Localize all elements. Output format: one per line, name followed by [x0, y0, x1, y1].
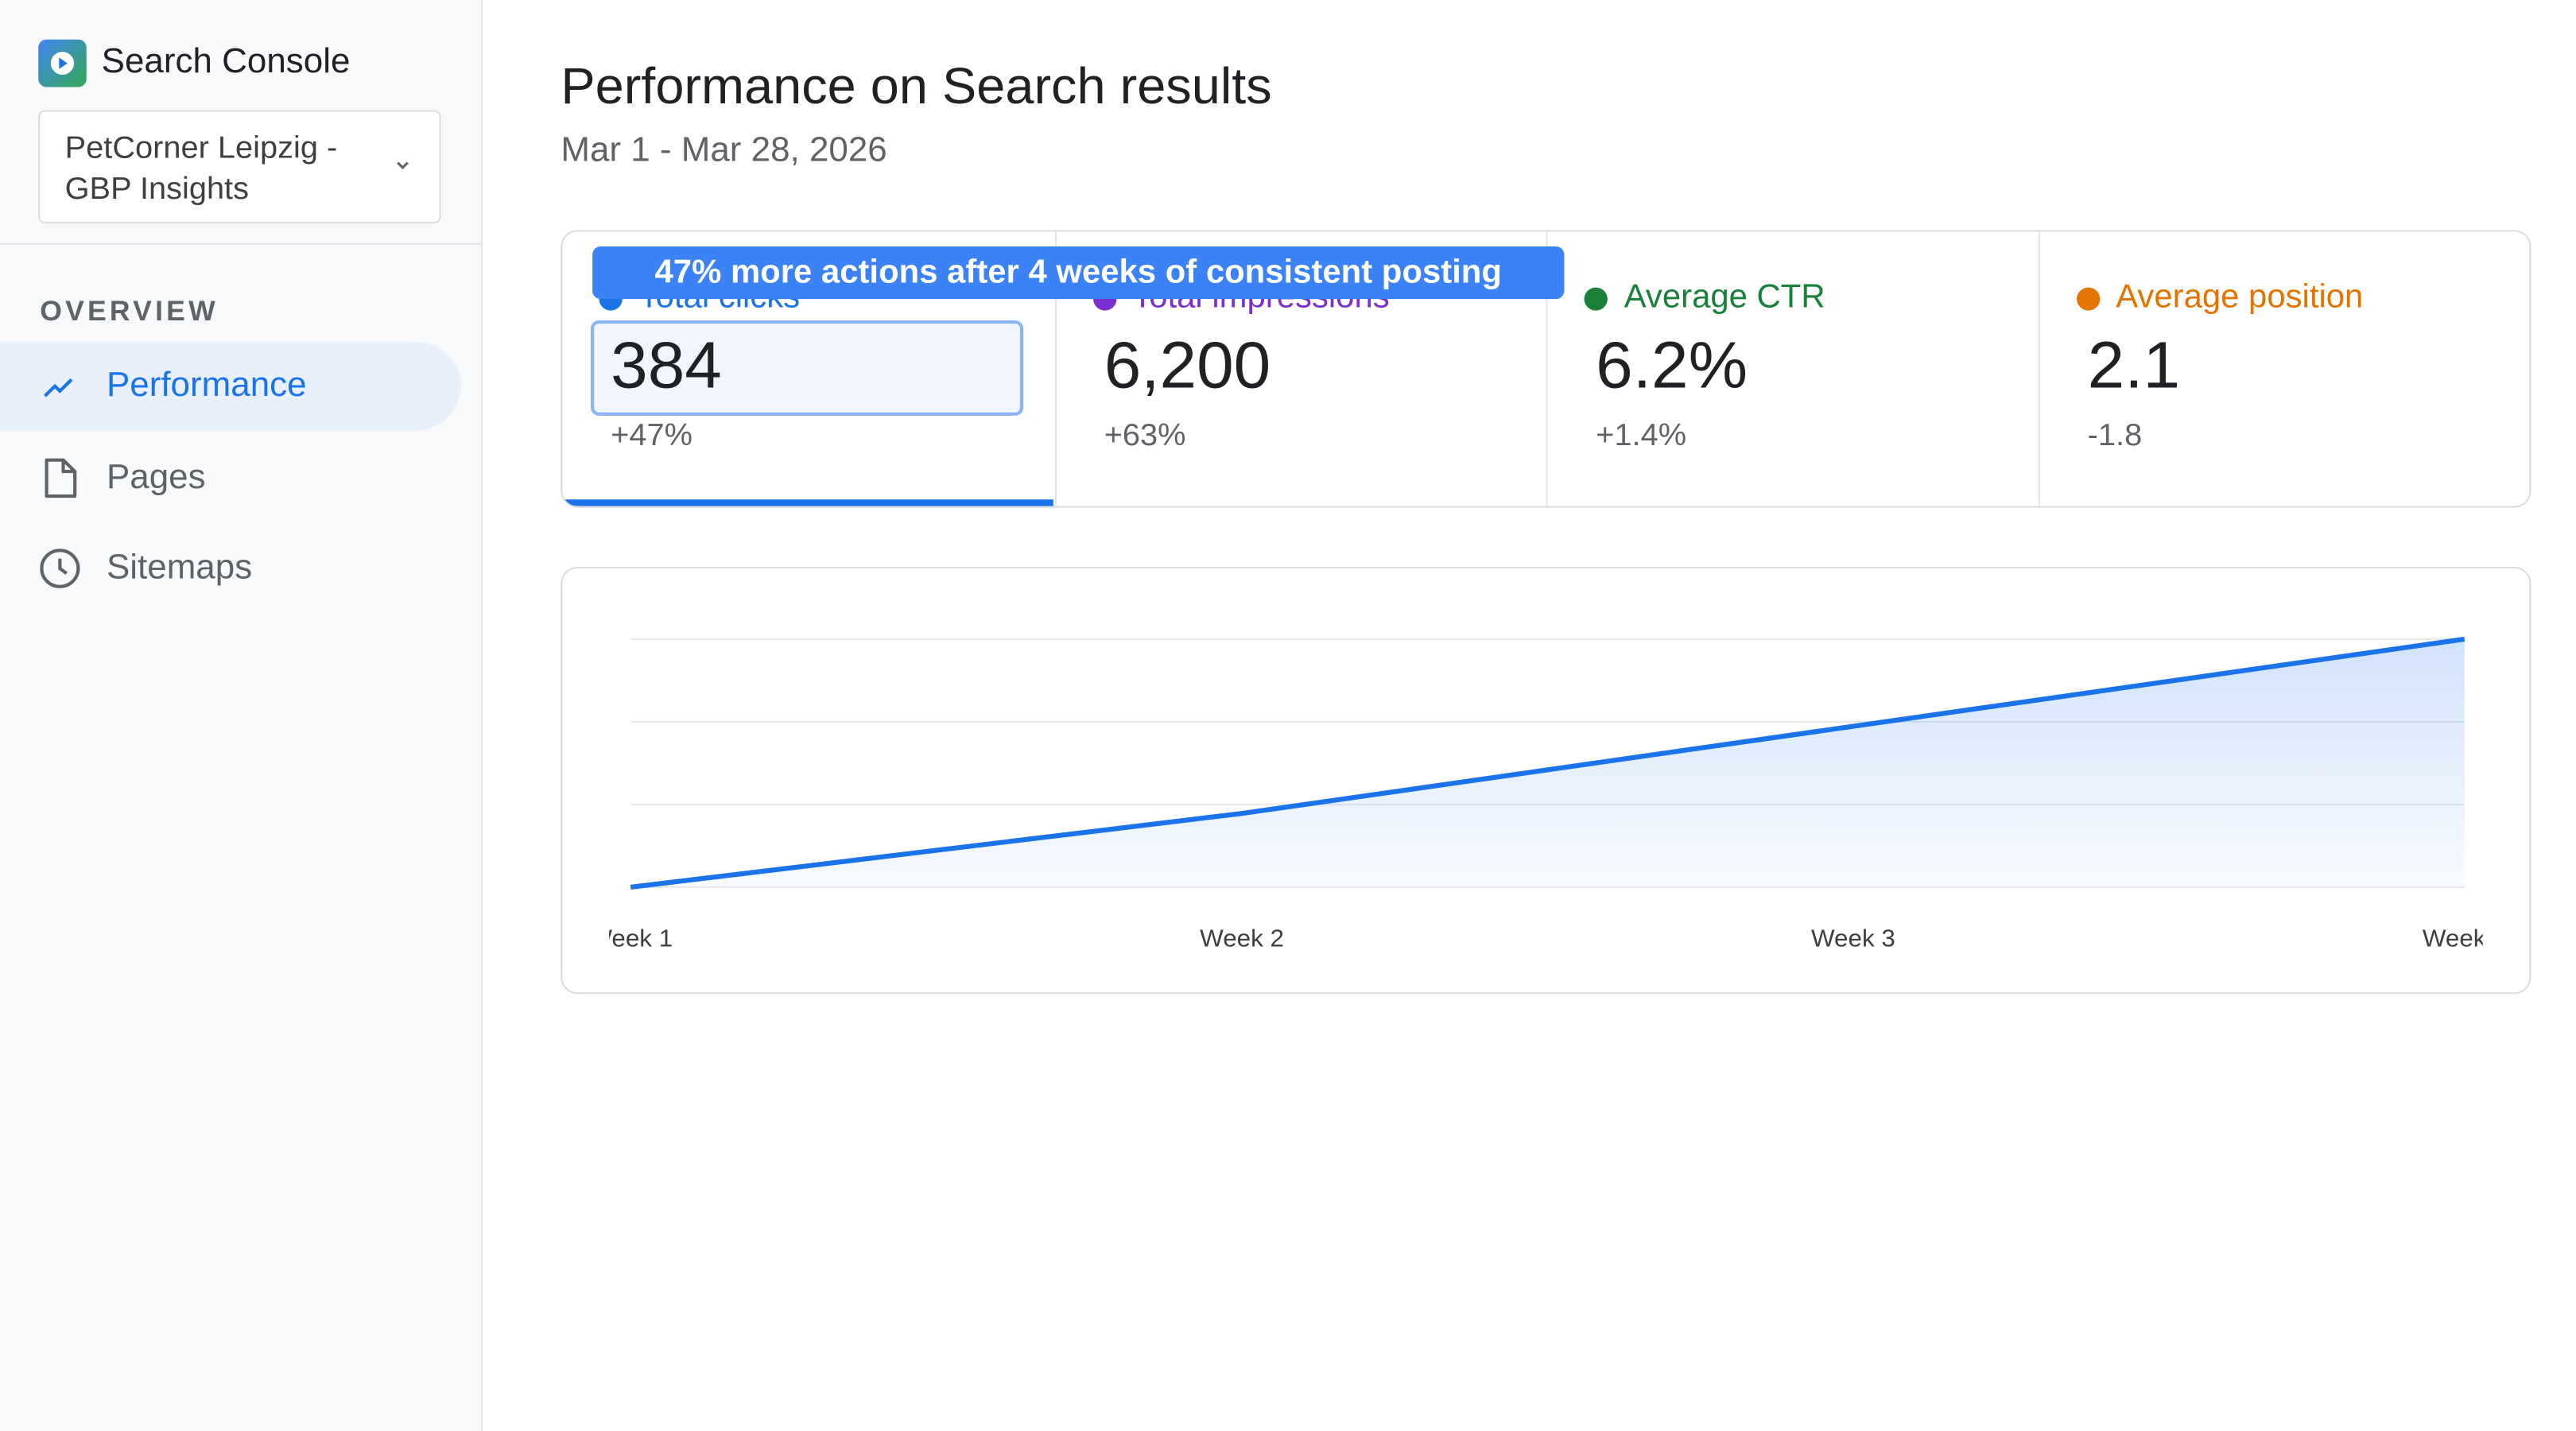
metric-card[interactable]: Average CTR 6.2% +1.4%	[1546, 231, 2036, 506]
date-range: Mar 1 - Mar 28, 2026	[561, 131, 887, 169]
x-tick-label: Week 1	[588, 925, 673, 952]
metric-name: Average position	[2116, 279, 2364, 316]
x-tick-label: Week 3	[1811, 925, 1895, 952]
chart: Week 1 Week 2 Week 3 Week 4	[588, 636, 2507, 952]
nav-label: Sitemaps	[106, 549, 253, 587]
nav-icon	[40, 549, 80, 588]
nav-icon	[45, 458, 77, 498]
property-selector[interactable]: PetCorner Leipzig - GBP Insights	[38, 110, 441, 224]
property-name: PetCorner Leipzig - GBP Insights	[64, 131, 338, 207]
page-title: Performance on Search results	[561, 57, 1272, 115]
metric-value: 2.1	[2087, 330, 2181, 403]
line	[630, 636, 2465, 890]
line-area	[630, 638, 2465, 887]
value-highlight	[591, 320, 1024, 416]
nav-label: Performance	[106, 366, 307, 405]
x-axis: Week 1 Week 2 Week 3 Week 4	[588, 925, 2507, 952]
metric-dot	[1584, 286, 1608, 310]
metric-value: 6.2%	[1596, 330, 1748, 403]
section-label: OVERVIEW	[40, 295, 219, 328]
x-tick-label: Week 2	[1200, 925, 1284, 952]
brand: Search Console	[101, 42, 351, 81]
metric-change: +63%	[1104, 418, 1186, 454]
metric-value: 384	[611, 330, 722, 403]
sidebar: Search Console PetCorner Leipzig - GBP I…	[0, 0, 483, 1431]
annotation: 47% more actions after 4 weeks of consis…	[592, 246, 1565, 300]
chart-card: Week 1 Week 2 Week 3 Week 4	[561, 566, 2531, 995]
logo	[38, 39, 87, 87]
nav-item[interactable]: Pages	[0, 434, 461, 523]
metric-change: +1.4%	[1596, 418, 1687, 454]
metric-label: Average CTR	[1584, 279, 1825, 317]
metric-card[interactable]: Average position 2.1 -1.8	[2037, 231, 2528, 506]
metric-change: -1.8	[2087, 418, 2143, 454]
x-tick-label: Week 4	[2423, 925, 2507, 952]
metric-value: 6,200	[1104, 330, 1271, 403]
nav-label: Pages	[106, 458, 206, 497]
dropdown-icon	[397, 161, 409, 169]
divider	[0, 242, 481, 245]
nav-item[interactable]: Sitemaps	[0, 524, 461, 613]
selected-bar	[562, 499, 1053, 506]
metric-dot	[2076, 286, 2100, 310]
metric-name: Average CTR	[1624, 279, 1825, 316]
nav-item[interactable]: Performance	[0, 341, 461, 431]
metric-label: Average position	[2076, 279, 2363, 317]
nav-icon	[44, 378, 73, 398]
metric-change: +47%	[611, 418, 692, 454]
